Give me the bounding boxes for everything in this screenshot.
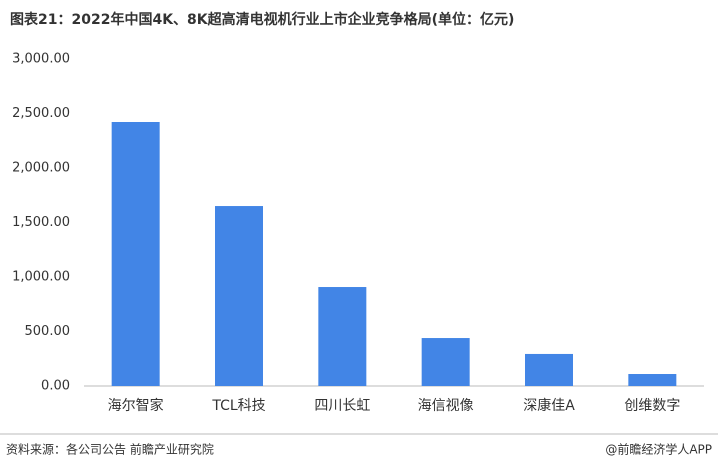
bar [525, 353, 573, 386]
y-tick-label: 0.00 [41, 379, 70, 394]
y-tick-label: 2,000.00 [12, 161, 70, 176]
y-tick-label: 2,500.00 [12, 106, 70, 121]
chart-title: 图表21：2022年中国4K、8K超高清电视机行业上市企业竞争格局(单位：亿元) [10, 11, 514, 28]
y-tick-label: 1,500.00 [12, 215, 70, 230]
bar [421, 338, 470, 386]
x-tick-label: 创维数字 [624, 398, 680, 414]
y-tick-label: 3,000.00 [12, 52, 70, 67]
bar [215, 206, 263, 386]
x-tick-label: 海尔智家 [108, 397, 164, 414]
credit: @前瞻经济学人APP [605, 442, 712, 457]
x-tick-label: 海信视像 [418, 398, 474, 414]
x-tick-label: 四川长虹 [314, 398, 370, 414]
x-tick-label: TCL科技 [211, 398, 265, 414]
x-tick-label: 深康佳A [523, 397, 575, 414]
bar [318, 287, 367, 386]
source: 资料来源：各公司公告 前瞻产业研究院 [6, 442, 214, 457]
y-tick-label: 500.00 [25, 324, 71, 339]
bar [628, 374, 677, 386]
bar [111, 122, 160, 386]
y-tick-label: 1,000.00 [12, 270, 70, 285]
